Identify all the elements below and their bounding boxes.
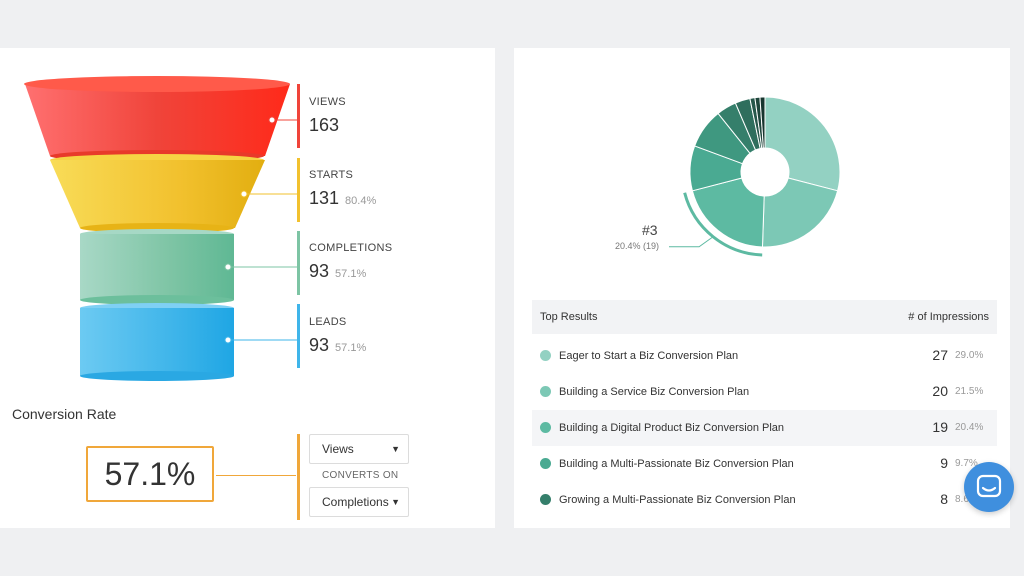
funnel-graphic xyxy=(24,76,297,381)
chevron-down-icon: ▼ xyxy=(391,444,400,454)
completions-bar xyxy=(297,231,300,295)
row-count: 8 xyxy=(940,491,948,507)
completions-label: COMPLETIONS xyxy=(309,242,393,254)
results-table-header: Top Results # of Impressions xyxy=(532,300,997,334)
header-impressions: # of Impressions xyxy=(908,311,989,323)
donut-slice[interactable] xyxy=(759,96,766,149)
rate-accent-bar xyxy=(297,434,300,520)
donut-highlight-arc xyxy=(683,192,763,257)
funnel-stage-completions xyxy=(80,234,234,300)
table-row[interactable]: Eager to Start a Biz Conversion Plan 27 … xyxy=(532,338,997,374)
row-name: Building a Service Biz Conversion Plan xyxy=(559,386,750,398)
row-color-dot xyxy=(540,494,551,505)
to-stage-select-value: Completions xyxy=(322,495,389,509)
donut-slice[interactable] xyxy=(764,96,841,192)
rate-connector-line xyxy=(216,475,296,476)
starts-label: STARTS xyxy=(309,169,354,181)
funnel-stage-views-top xyxy=(24,76,290,92)
leads-percent: 57.1% xyxy=(335,342,367,354)
starts-percent: 80.4% xyxy=(345,195,377,207)
completions-percent: 57.1% xyxy=(335,268,367,280)
row-percent: 21.5% xyxy=(955,386,984,397)
views-label: VIEWS xyxy=(309,96,346,108)
table-row[interactable]: Building a Multi-Passionate Biz Conversi… xyxy=(532,446,997,482)
conversion-rate-title: Conversion Rate xyxy=(12,406,117,422)
row-percent: 9.7% xyxy=(955,458,978,469)
row-color-dot xyxy=(540,386,551,397)
row-name: Growing a Multi-Passionate Biz Conversio… xyxy=(559,494,796,506)
views-bar xyxy=(297,84,300,148)
donut-annotation-leader xyxy=(669,236,714,248)
pie-highlight-detail: 20.4% (19) xyxy=(615,241,660,251)
chevron-down-icon: ▼ xyxy=(391,497,400,507)
conversion-rate-value: 57.1% xyxy=(86,446,214,502)
results-panel: Top Results # of Impressions Eager to St… xyxy=(514,48,1010,528)
row-count: 9 xyxy=(940,455,948,471)
table-row[interactable]: Growing a Multi-Passionate Biz Conversio… xyxy=(532,482,997,518)
row-name: Eager to Start a Biz Conversion Plan xyxy=(559,350,739,362)
from-stage-select-value: Views xyxy=(322,442,354,456)
row-color-dot xyxy=(540,350,551,361)
chat-bubble-icon xyxy=(976,474,1002,498)
donut-slice[interactable] xyxy=(761,177,839,248)
row-percent: 20.4% xyxy=(955,422,984,433)
funnel-stage-leads xyxy=(80,308,234,376)
row-color-dot xyxy=(540,422,551,433)
row-count: 20 xyxy=(932,383,948,399)
results-donut-chart xyxy=(669,96,841,257)
starts-value: 131 80.4% xyxy=(309,188,377,208)
leads-bar xyxy=(297,304,300,368)
leads-label: LEADS xyxy=(309,316,347,328)
donut-slice[interactable] xyxy=(691,177,765,248)
converts-on-label: CONVERTS ON xyxy=(322,470,399,481)
funnel-stage-views xyxy=(25,84,290,156)
table-row[interactable]: Building a Service Biz Conversion Plan 2… xyxy=(532,374,997,410)
from-stage-select[interactable]: Views ▼ xyxy=(309,434,409,464)
views-value: 163 xyxy=(309,115,340,135)
completions-value: 93 57.1% xyxy=(309,261,367,281)
row-name: Building a Digital Product Biz Conversio… xyxy=(559,422,785,434)
row-name: Building a Multi-Passionate Biz Conversi… xyxy=(559,458,794,470)
row-count: 27 xyxy=(932,347,948,363)
row-percent: 29.0% xyxy=(955,350,984,361)
leads-value: 93 57.1% xyxy=(309,335,367,355)
table-row[interactable]: Building a Digital Product Biz Conversio… xyxy=(532,410,997,446)
to-stage-select[interactable]: Completions ▼ xyxy=(309,487,409,517)
row-count: 19 xyxy=(932,419,948,435)
chat-launcher-button[interactable] xyxy=(964,462,1014,512)
starts-bar xyxy=(297,158,300,222)
pie-highlight-rank: #3 xyxy=(642,222,658,238)
row-color-dot xyxy=(540,458,551,469)
funnel-stage-starts xyxy=(50,160,265,228)
funnel-panel: VIEWS 163 STARTS 131 80.4% COMPLETIONS 93… xyxy=(0,48,495,528)
header-top-results: Top Results xyxy=(540,311,598,323)
